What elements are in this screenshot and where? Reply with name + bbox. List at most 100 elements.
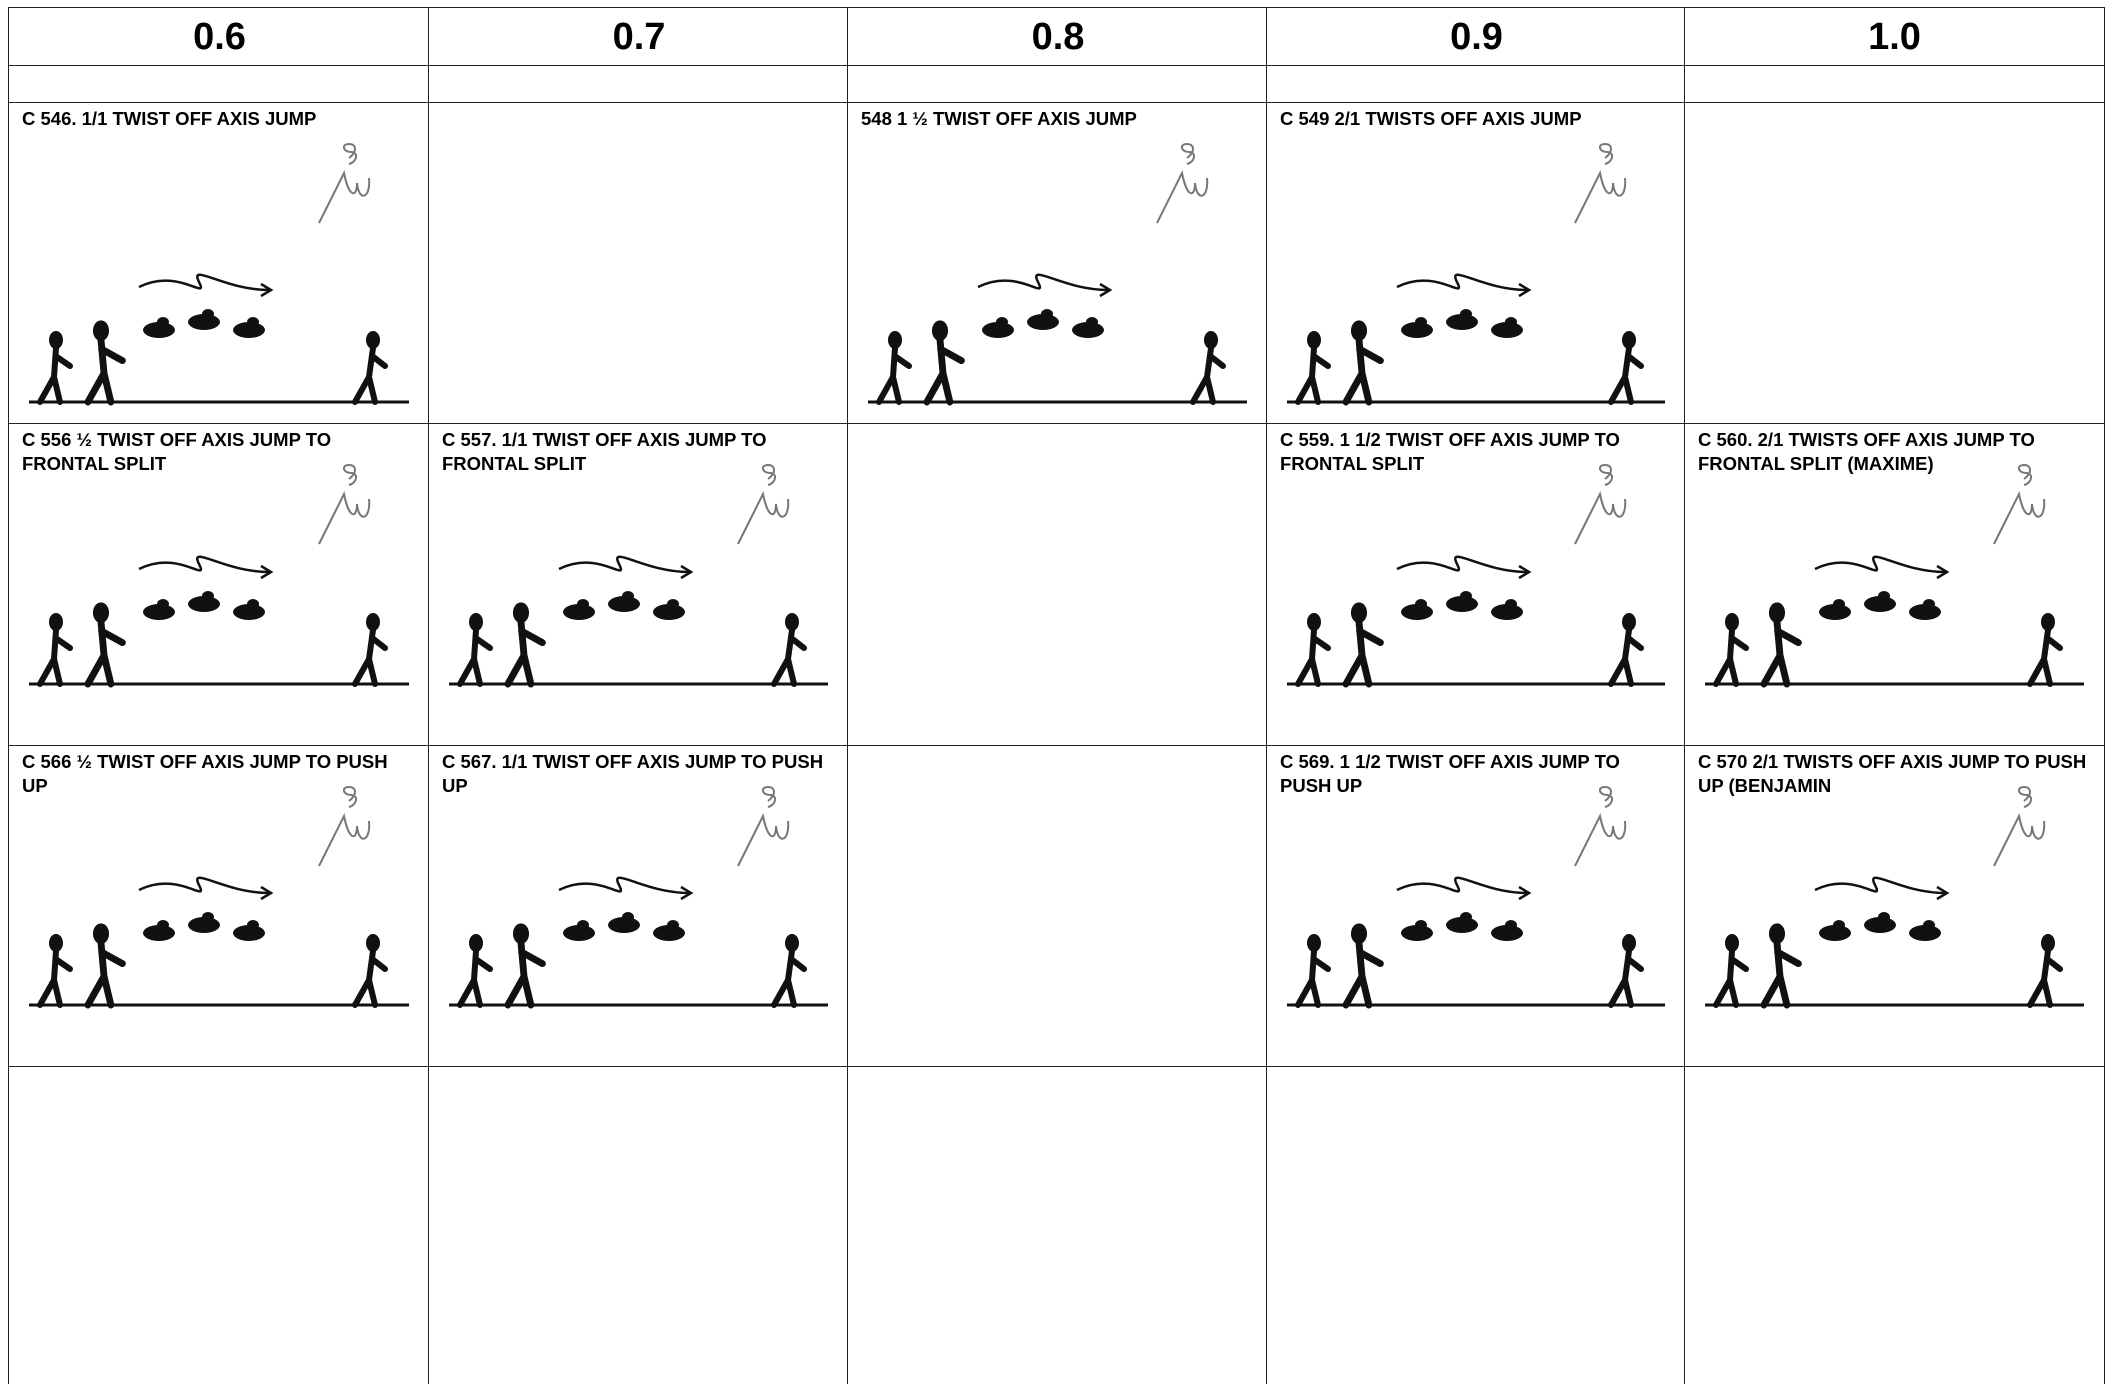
figure-body	[457, 627, 493, 687]
arrow-head	[680, 564, 694, 580]
figure-body	[2027, 948, 2063, 1008]
table-cell: 0.9	[1266, 7, 1686, 67]
twist-figure	[1864, 917, 1896, 933]
twist-figure	[1923, 920, 1935, 930]
cell-label: C 566 ½ TWIST OFF AXIS JUMP TO PUSH UP	[22, 751, 388, 796]
twist-figure	[1072, 322, 1104, 338]
twist-figure	[1415, 920, 1427, 930]
twist-figure	[1909, 604, 1941, 620]
arrow-head	[1518, 282, 1532, 298]
figure-head	[1768, 923, 1786, 945]
twist-figure	[563, 925, 595, 941]
twist-figure	[622, 591, 634, 601]
table-cell: C 546. 1/1 TWIST OFF AXIS JUMP	[8, 102, 430, 425]
illustration	[29, 785, 409, 1009]
table-cell	[1684, 1066, 2105, 1384]
figure-body	[352, 627, 388, 687]
cell-label: C 556 ½ TWIST OFF AXIS JUMP TO FRONTAL S…	[22, 429, 332, 474]
notation-symbol	[1574, 142, 1627, 224]
figure-head	[2041, 934, 2055, 952]
figure-head	[366, 934, 380, 952]
notation-symbol	[1156, 142, 1209, 224]
illustration	[29, 142, 409, 406]
cell-label: C 567. 1/1 TWIST OFF AXIS JUMP TO PUSH U…	[442, 751, 824, 796]
twist-figure	[1086, 317, 1098, 327]
notation-symbol	[318, 463, 371, 545]
twist-figure	[996, 317, 1008, 327]
figure-body	[1295, 345, 1331, 405]
twist-figure	[233, 322, 265, 338]
table-cell: C 559. 1 1/2 TWIST OFF AXIS JUMP TO FRON…	[1266, 423, 1686, 747]
figure-head	[92, 320, 110, 342]
twist-figure	[1505, 317, 1517, 327]
twist-figure	[667, 920, 679, 930]
twist-figure	[143, 322, 175, 338]
cell-label: C 560. 2/1 TWISTS OFF AXIS JUMP TO FRONT…	[1698, 429, 2035, 474]
twist-figure	[1833, 599, 1845, 609]
figure-head	[785, 934, 799, 952]
arrow-head	[680, 885, 694, 901]
twist-figure	[1491, 925, 1523, 941]
table-cell	[8, 65, 430, 104]
twist-figure	[1446, 314, 1478, 330]
twist-figure	[1491, 604, 1523, 620]
notation-symbol	[1574, 463, 1627, 545]
arrow-head	[1099, 282, 1113, 298]
figure-head	[931, 320, 949, 342]
notation-symbol	[737, 463, 790, 545]
illustration	[449, 463, 828, 688]
table-cell: C 549 2/1 TWISTS OFF AXIS JUMP	[1266, 102, 1686, 425]
twist-figure	[233, 604, 265, 620]
twist-figure	[1878, 591, 1890, 601]
figure-body	[1295, 627, 1331, 687]
twist-figure	[1833, 920, 1845, 930]
illustration	[1287, 142, 1665, 406]
twist-figure	[1878, 912, 1890, 922]
table-cell: 548 1 ½ TWIST OFF AXIS JUMP	[847, 102, 1268, 425]
twist-figure	[202, 309, 214, 319]
twist-figure	[1491, 322, 1523, 338]
twist-figure	[1505, 599, 1517, 609]
table-cell: C 560. 2/1 TWISTS OFF AXIS JUMP TO FRONT…	[1684, 423, 2105, 747]
figure-head	[49, 613, 63, 631]
twist-figure	[157, 920, 169, 930]
table-cell: 0.6	[8, 7, 430, 67]
twist-figure	[202, 912, 214, 922]
arrow-head	[260, 885, 274, 901]
figure-body	[1713, 627, 1749, 687]
notation-symbol	[737, 785, 790, 867]
table-cell	[847, 1066, 1268, 1384]
twist-figure	[982, 322, 1014, 338]
figure-body	[2027, 627, 2063, 687]
figure-body	[1608, 948, 1644, 1008]
twist-figure	[1041, 309, 1053, 319]
figure-head	[1307, 934, 1321, 952]
twist-figure	[247, 920, 259, 930]
figure-body	[1342, 939, 1384, 1009]
twist-figure	[247, 599, 259, 609]
twist-arrow	[977, 273, 1109, 292]
cell-label: C 559. 1 1/2 TWIST OFF AXIS JUMP TO FRON…	[1280, 429, 1620, 474]
twist-arrow	[138, 273, 270, 292]
illustration	[1705, 463, 2084, 688]
arrow-head	[1518, 564, 1532, 580]
twist-figure	[1446, 596, 1478, 612]
figure-head	[1622, 331, 1636, 349]
table-cell: C 569. 1 1/2 TWIST OFF AXIS JUMP TO PUSH…	[1266, 745, 1686, 1068]
twist-arrow	[1396, 876, 1528, 895]
figure-body	[84, 939, 126, 1009]
twist-arrow	[558, 555, 690, 574]
twist-figure	[202, 591, 214, 601]
twist-arrow	[1396, 555, 1528, 574]
figure-body	[37, 948, 73, 1008]
twist-figure	[1401, 604, 1433, 620]
table-cell: C 570 2/1 TWISTS OFF AXIS JUMP TO PUSH U…	[1684, 745, 2105, 1068]
figure-body	[84, 336, 126, 406]
figure-body	[352, 345, 388, 405]
twist-figure	[188, 314, 220, 330]
twist-figure	[143, 604, 175, 620]
table-cell	[847, 745, 1268, 1068]
figure-body	[876, 345, 912, 405]
table-cell	[428, 1066, 849, 1384]
